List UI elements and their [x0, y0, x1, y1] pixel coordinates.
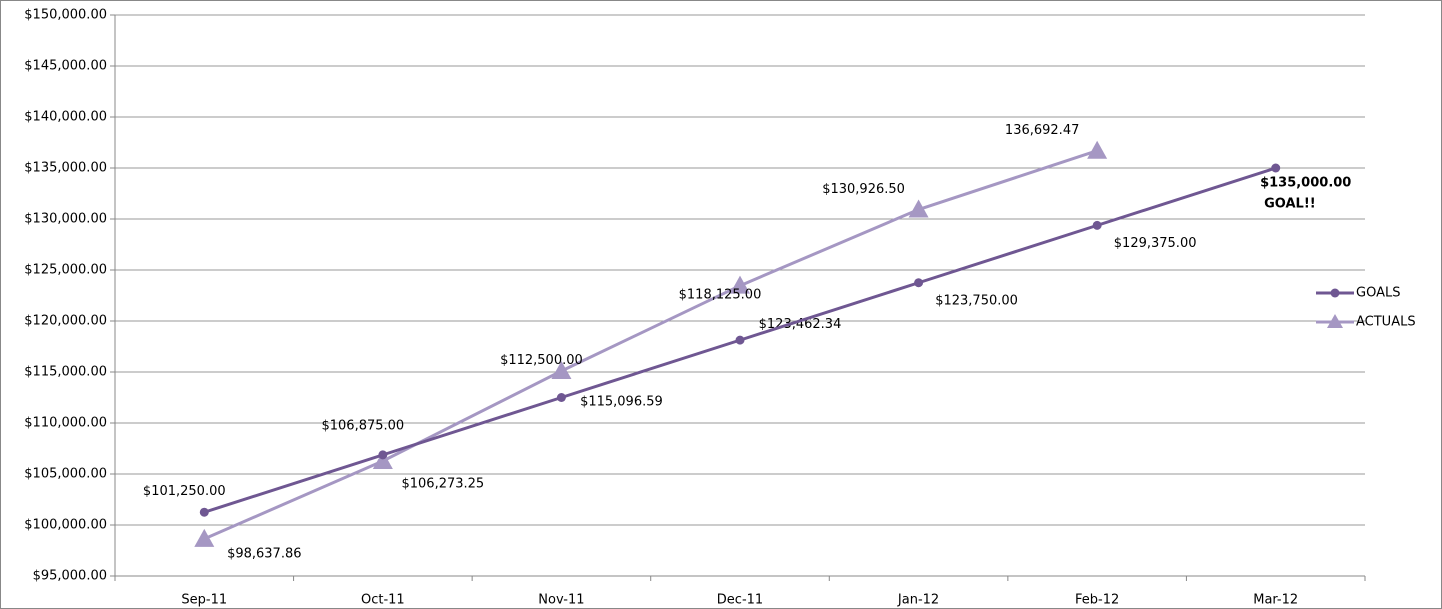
x-tick-label: Feb-12 [1075, 593, 1119, 608]
point [914, 278, 924, 288]
point [730, 275, 750, 294]
data-label: $106,273.25 [401, 477, 484, 492]
x-tick-label: Dec-11 [717, 593, 763, 608]
point [1087, 140, 1108, 159]
point [551, 361, 572, 380]
x-tick-label: Oct-11 [361, 593, 405, 608]
point [1092, 220, 1102, 230]
legend-label: ACTUALS [1356, 315, 1416, 330]
y-tick-label: $115,000.00 [24, 365, 107, 380]
point [199, 507, 209, 517]
point [194, 528, 215, 547]
data-label: $135,000.00 [1260, 176, 1351, 191]
y-tick-label: $110,000.00 [24, 416, 107, 431]
data-label: $112,500.00 [500, 353, 583, 368]
point [372, 451, 393, 470]
y-tick-label: $135,000.00 [24, 161, 107, 176]
data-label: $106,875.00 [321, 418, 404, 433]
legend-marker [1330, 288, 1340, 298]
y-tick-label: $145,000.00 [24, 59, 107, 74]
annotation: GOAL!! [1264, 197, 1316, 212]
series-line [203, 149, 1098, 541]
x-tick-label: Jan-12 [897, 593, 939, 608]
y-tick-label: $130,000.00 [24, 212, 107, 227]
y-tick-label: $100,000.00 [24, 518, 107, 533]
data-label: $130,926.50 [822, 182, 905, 197]
y-tick-label: $105,000.00 [24, 467, 107, 482]
y-tick-label: $120,000.00 [24, 314, 107, 329]
data-label: $101,250.00 [143, 484, 226, 499]
data-label: $129,375.00 [1114, 236, 1197, 251]
data-label: $115,096.59 [580, 395, 663, 410]
point [556, 393, 566, 402]
x-tick-label: Sep-11 [181, 593, 227, 608]
legend-label: GOALS [1356, 286, 1400, 301]
data-label: 136,692.47 [1005, 123, 1079, 138]
x-tick-label: Mar-12 [1253, 593, 1298, 608]
point [378, 450, 388, 460]
x-tick-label: Nov-11 [538, 593, 584, 608]
point [908, 199, 929, 218]
y-tick-label: $150,000.00 [24, 8, 107, 23]
legend-marker [1327, 314, 1343, 328]
point [1271, 163, 1281, 173]
y-tick-label: $140,000.00 [24, 110, 107, 125]
point [735, 335, 745, 345]
data-label: $98,637.86 [227, 546, 301, 561]
data-label: $118,125.00 [679, 288, 762, 303]
data-label: $123,750.00 [935, 293, 1018, 308]
y-tick-label: $95,000.00 [33, 569, 107, 584]
y-tick-label: $125,000.00 [24, 263, 107, 278]
